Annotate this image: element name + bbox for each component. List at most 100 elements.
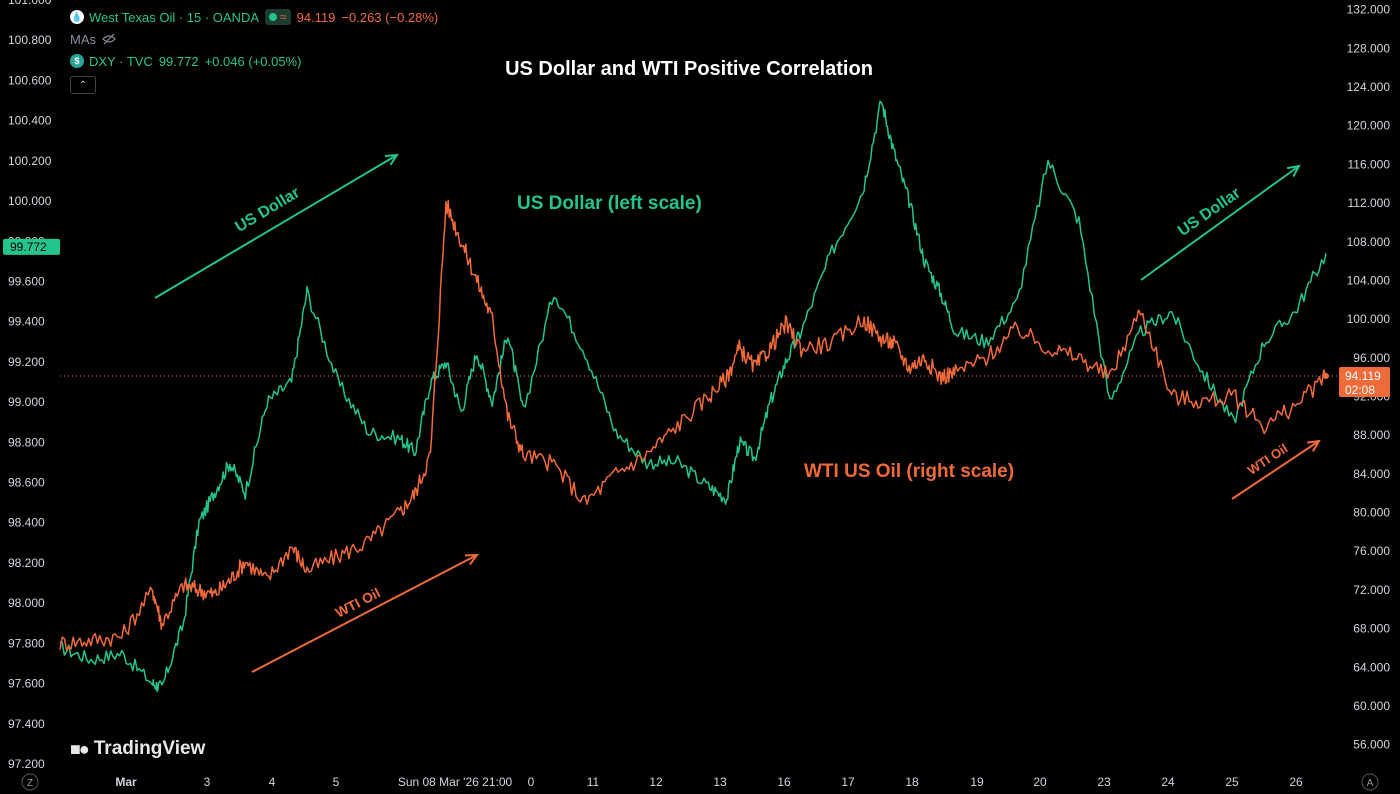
dollar-icon: $ [70,54,84,68]
left-axis-tick: 101.000 [8,0,52,7]
time-axis-tick: 24 [1161,775,1175,789]
dxy-last-price-badge [3,238,60,255]
legend-row-wti[interactable]: 💧 West Texas Oil · 15 · OANDA ≈ 94.119 −… [70,6,438,28]
time-axis-tick: 19 [970,775,984,789]
time-axis-tick: 0 [528,775,535,789]
right-axis-tick: 72.000 [1353,583,1390,597]
time-axis[interactable]: Mar 3 4 5 Sun 08 Mar '26 21:00 0 11 12 13 16 17 18 1… [21,773,1379,791]
dxy-symbol[interactable]: DXY · TVC [89,53,153,69]
right-axis-tick: 124.000 [1347,80,1391,94]
right-axis-tick: 68.000 [1353,622,1390,636]
trend-arrow-line [251,554,478,673]
right-axis-tick: 84.000 [1353,467,1390,481]
left-axis-tick: 98.800 [8,435,45,449]
collapse-legend-button[interactable]: ⌃ [70,76,96,94]
left-axis-tick: 100.800 [8,33,52,47]
right-axis-tick: 64.000 [1353,660,1390,674]
right-axis-tick: 104.000 [1347,273,1391,287]
time-axis-tick: 25 [1225,775,1239,789]
time-axis-tick: 26 [1289,775,1303,789]
market-status-pill[interactable]: ≈ [265,9,291,25]
left-axis-tick: 99.600 [8,274,45,288]
series-line-wti [59,199,1327,651]
trend-arrow-line [154,154,398,299]
chevron-up-icon: ⌃ [78,79,88,91]
trend-arrow-line [1231,440,1320,500]
left-axis-tick: 99.200 [8,355,45,369]
time-axis-tick: Sun 08 Mar '26 21:00 [398,775,513,789]
right-axis-tick: 112.000 [1348,196,1391,210]
auto-scale-label: A [1367,778,1374,789]
zoom-reset-button[interactable] [21,773,39,791]
left-axis-tick: 100.600 [8,73,52,87]
time-axis-tick: 12 [649,775,663,789]
right-axis-tick: 88.000 [1353,428,1390,442]
right-axis-tick: 80.000 [1353,506,1390,520]
market-open-dot-icon [269,13,278,21]
left-axis-tick: 99.400 [8,315,45,329]
wti-last-price-badge [1339,367,1390,398]
eye-hidden-icon[interactable] [102,33,116,45]
time-axis-tick: 23 [1097,775,1111,789]
scale-annotation: US Dollar (left scale) [517,193,702,214]
wti-price: 94.119 [296,9,336,25]
right-axis-tick: 96.000 [1353,351,1390,365]
right-axis-tick: 100.000 [1347,312,1391,326]
time-axis-tick: 20 [1033,775,1047,789]
right-price-axis[interactable]: 132.000 128.000 124.000 120.000 116.000 112.0… [1347,3,1391,752]
zoom-label: Z [27,778,33,789]
dxy-change: +0.046 (+0.05%) [204,53,302,69]
trend-arrow-head-icon [464,553,480,566]
left-axis-tick: 98.000 [8,596,45,610]
time-axis-tick: 11 [587,775,600,789]
time-axis-tick: 17 [841,775,855,789]
auto-scale-button[interactable] [1361,773,1379,791]
wave-icon: ≈ [280,10,287,24]
right-axis-tick: 60.000 [1353,699,1390,713]
dxy-price: 99.772 [158,53,199,69]
trend-arrow-line [1140,165,1300,281]
time-axis-tick: Mar [115,775,137,789]
left-axis-tick: 98.600 [8,476,45,490]
trend-arrow-head-icon [384,153,399,166]
dxy-last-price-label: 99.772 [10,240,47,254]
wti-last-point [1323,373,1329,380]
wti-change: −0.263 (−0.28%) [341,9,439,25]
right-axis-tick: 128.000 [1347,41,1391,55]
tradingview-logo: ■● TradingView [70,738,205,760]
trend-arrow-head-icon [1287,164,1301,178]
series-layer [59,100,1327,693]
left-axis-tick: 97.200 [8,757,45,771]
wti-symbol[interactable]: West Texas Oil · 15 · OANDA [89,9,260,25]
right-axis-tick: 108.000 [1347,235,1391,249]
left-axis-tick: 98.200 [8,556,45,570]
bar-countdown-label: 02:08 [1345,383,1375,397]
left-axis-tick: 100.000 [8,194,52,208]
left-axis-tick: 97.800 [8,636,45,650]
left-axis-tick: 97.600 [8,677,45,691]
time-axis-tick: 5 [333,775,340,789]
time-axis-tick: 13 [713,775,727,789]
oil-drop-icon: 💧 [70,10,84,24]
left-axis-tick: 98.400 [8,516,45,530]
legend-row-mas[interactable]: MAs [70,28,438,50]
chart-title: US Dollar and WTI Positive Correlation [505,58,873,80]
trend-arrow-head-icon [1306,439,1321,452]
legend-row-dxy[interactable]: $ DXY · TVC 99.772 +0.046 (+0.05%) [70,50,438,72]
annotation-arrows [154,153,1321,673]
mas-label: MAs [70,31,96,47]
series-line-dxy [59,100,1327,693]
brand-name: TradingView [93,738,206,759]
right-axis-tick: 132.000 [1347,3,1391,17]
wti-last-price-label: 94.119 [1345,369,1381,383]
right-axis-tick: 116.000 [1348,157,1391,171]
time-axis-tick: 4 [269,775,276,789]
left-price-axis[interactable]: 101.000 100.800 100.600 100.400 100.200 100.0… [8,0,52,771]
left-axis-tick: 97.400 [8,717,45,731]
chart-legend: 💧 West Texas Oil · 15 · OANDA ≈ 94.119 −… [70,6,438,94]
time-axis-tick: 3 [204,775,211,789]
left-axis-tick: 99.000 [8,395,45,409]
